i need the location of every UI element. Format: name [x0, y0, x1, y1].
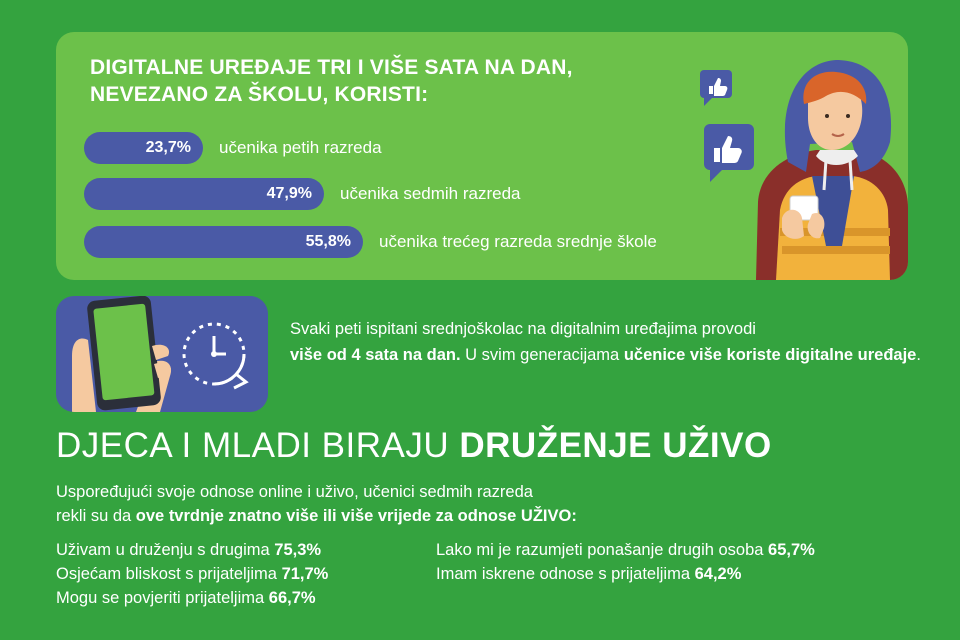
top-title-line1: DIGITALNE UREĐAJE TRI I VIŠE SATA NA DAN… — [90, 56, 573, 79]
middle-text-bold-1: više od 4 sata na dan. — [290, 346, 461, 364]
bar-row-2: 47,9% učenika sedmih razreda — [84, 178, 520, 210]
stat-value: 71,7% — [281, 565, 329, 583]
intro-line2-bold: ove tvrdnje znatno više ili više vrijede… — [135, 507, 577, 525]
middle-text: Svaki peti ispitani srednjoškolac na dig… — [290, 316, 930, 368]
phone-clock-panel — [56, 296, 268, 412]
stat-text: Lako mi je razumjeti ponašanje drugih os… — [436, 541, 769, 559]
thumbs-up-icon — [700, 70, 732, 106]
bar-value-3: 55,8% — [84, 226, 363, 258]
intro-text: Uspoređujući svoje odnose online i uživo… — [56, 480, 776, 528]
thumbs-up-icon — [704, 124, 754, 182]
stat-text: Uživam u druženju s drugima — [56, 541, 275, 559]
clock-icon — [182, 322, 249, 390]
heading-normal: DJECA I MLADI BIRAJU — [56, 426, 460, 465]
smartphone-icon — [87, 296, 161, 411]
intro-line2: rekli su da ove tvrdnje znatno više ili … — [56, 504, 776, 528]
stat-value: 64,2% — [694, 565, 742, 583]
stat-item: Osjećam bliskost s prijateljima 71,7% — [56, 562, 328, 586]
stats-left: Uživam u druženju s drugima 75,3% Osjeća… — [56, 538, 328, 610]
stat-text: Imam iskrene odnose s prijateljima — [436, 565, 695, 583]
bar-value-1: 23,7% — [84, 132, 203, 164]
intro-line2-normal: rekli su da — [56, 507, 136, 525]
phone-clock-illustration — [72, 296, 249, 412]
stat-text: Osjećam bliskost s prijateljima — [56, 565, 282, 583]
section-heading: DJECA I MLADI BIRAJU DRUŽENJE UŽIVO — [56, 424, 936, 468]
middle-text-1: Svaki peti ispitani srednjoškolac na dig… — [290, 320, 756, 338]
top-panel: DIGITALNE UREĐAJE TRI I VIŠE SATA NA DAN… — [56, 32, 908, 280]
stat-item: Mogu se povjeriti prijateljima 66,7% — [56, 586, 328, 610]
stat-value: 75,3% — [274, 541, 322, 559]
stat-value: 65,7% — [768, 541, 815, 559]
stat-item: Uživam u druženju s drugima 75,3% — [56, 538, 328, 562]
stat-item: Lako mi je razumjeti ponašanje drugih os… — [436, 538, 815, 562]
bar-value-2: 47,9% — [84, 178, 324, 210]
stat-item: Imam iskrene odnose s prijateljima 64,2% — [436, 562, 815, 586]
top-title-line2: NEVEZANO ZA ŠKOLU, KORISTI: — [90, 83, 429, 106]
bar-label-2: učenika sedmih razreda — [340, 184, 521, 203]
middle-text-3: . — [916, 346, 921, 364]
bar-label-3: učenika trećeg razreda srednje škole — [379, 232, 657, 251]
intro-line1: Uspoređujući svoje odnose online i uživo… — [56, 483, 533, 501]
middle-text-bold-2: učenice više koriste digitalne uređaje — [623, 346, 917, 364]
stat-value: 66,7% — [268, 589, 316, 607]
boy-with-phone-illustration — [700, 60, 908, 280]
bar-label-1: učenika petih razreda — [219, 138, 382, 157]
middle-text-2: U svim generacijama — [460, 346, 624, 364]
top-title: DIGITALNE UREĐAJE TRI I VIŠE SATA NA DAN… — [90, 54, 690, 108]
stats-right: Lako mi je razumjeti ponašanje drugih os… — [436, 538, 815, 586]
heading-bold: DRUŽENJE UŽIVO — [459, 426, 772, 465]
bar-row-1: 23,7% učenika petih razreda — [84, 132, 382, 164]
bar-row-3: 55,8% učenika trećeg razreda srednje ško… — [84, 226, 657, 258]
stat-text: Mogu se povjeriti prijateljima — [56, 589, 269, 607]
